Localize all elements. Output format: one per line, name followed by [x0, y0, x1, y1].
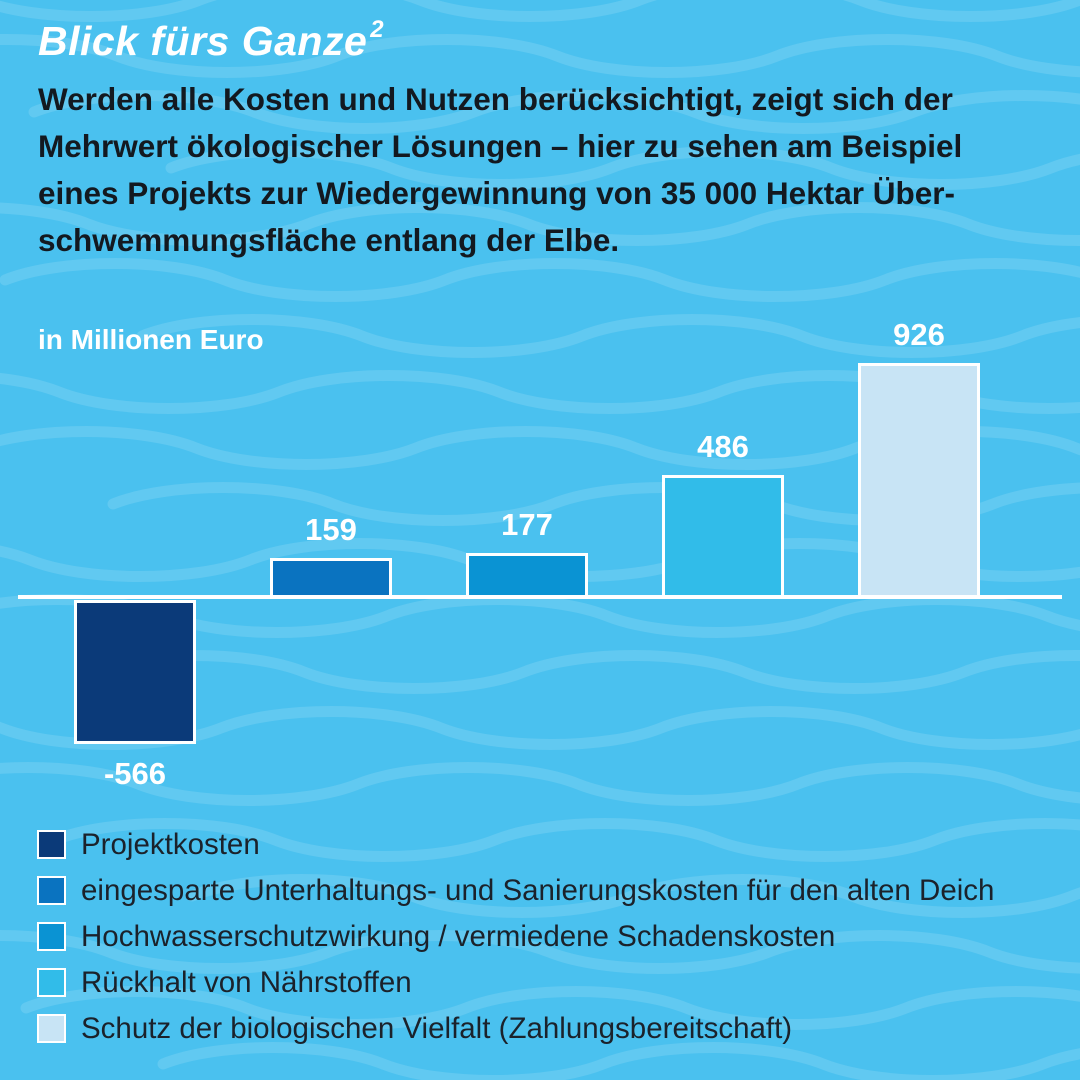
- bar-value-label-2: 159: [305, 512, 357, 547]
- legend-item-4: Rückhalt von Nährstoffen: [37, 965, 994, 999]
- page-title-text: Blick fürs Ganze: [38, 18, 368, 64]
- bar-5-positive: [858, 363, 980, 598]
- intro-line-3: eines Projekts zur Wiedergewinnung von 3…: [38, 175, 955, 211]
- intro-line-1: Werden alle Kosten und Nutzen berücksich…: [38, 81, 953, 117]
- bar-value-label-3: 177: [501, 507, 553, 542]
- legend-item-5: Schutz der biologischen Vielfalt (Zahlun…: [37, 1011, 994, 1045]
- legend-swatch-icon: [37, 922, 66, 951]
- footnote-marker: 2: [370, 16, 385, 44]
- legend-label: eingesparte Unterhaltungs- und Sanierung…: [81, 873, 995, 907]
- bar-1-negative: [74, 600, 196, 744]
- legend-swatch-icon: [37, 876, 66, 905]
- legend-swatch-icon: [37, 830, 66, 859]
- bar-value-label-1: -566: [103, 756, 167, 791]
- legend-label: Schutz der biologischen Vielfalt (Zahlun…: [81, 1011, 793, 1045]
- bar-2-positive: [270, 558, 392, 598]
- intro-paragraph: Werden alle Kosten und Nutzen berücksich…: [38, 76, 1048, 264]
- legend-item-3: Hochwasserschutzwirkung / vermiedene Sch…: [37, 919, 994, 953]
- chart-legend: Projektkosten eingesparte Unterhaltungs- …: [37, 827, 995, 1045]
- legend-item-1: Projektkosten: [37, 827, 994, 861]
- legend-label: Hochwasserschutzwirkung / vermiedene Sch…: [81, 919, 836, 953]
- legend-label: Rückhalt von Nährstoffen: [81, 965, 412, 999]
- bar-3-positive: [466, 553, 588, 598]
- bar-4-positive: [662, 475, 784, 598]
- bar-value-label-5: 926: [893, 317, 945, 352]
- legend-item-2: eingesparte Unterhaltungs- und Sanierung…: [37, 873, 995, 907]
- intro-line-2: Mehrwert ökologischer Lösungen – hier zu…: [38, 128, 963, 164]
- page-title: Blick fürs Ganze 2: [38, 16, 385, 65]
- bar-value-label-4: 486: [697, 429, 749, 464]
- axis-unit-label: in Millionen Euro: [38, 324, 264, 355]
- legend-swatch-icon: [37, 1014, 66, 1043]
- intro-line-4: schwemmungsfläche entlang der Elbe.: [38, 222, 620, 258]
- legend-label: Projektkosten: [81, 827, 260, 861]
- legend-swatch-icon: [37, 968, 66, 997]
